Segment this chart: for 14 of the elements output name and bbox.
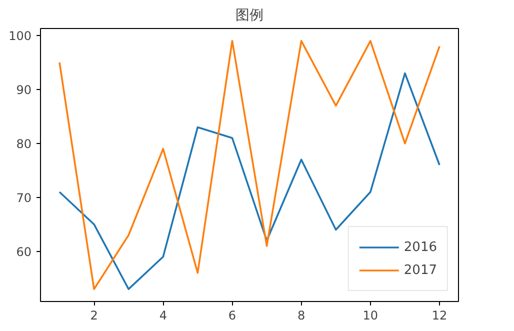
x-tick-label: 4 bbox=[159, 308, 167, 322]
y-tick-label: 80 bbox=[16, 136, 32, 151]
x-tick-label: 6 bbox=[228, 308, 236, 322]
legend-label: 2017 bbox=[404, 262, 437, 278]
x-tick-label: 8 bbox=[298, 308, 306, 322]
y-tick-label: 100 bbox=[8, 29, 32, 44]
y-tick-label: 60 bbox=[16, 244, 32, 259]
y-tick-label: 90 bbox=[16, 82, 32, 97]
x-tick-label: 10 bbox=[362, 308, 378, 322]
legend-label: 2016 bbox=[404, 240, 437, 254]
y-tick-label: 70 bbox=[16, 190, 32, 205]
x-tick-label: 2 bbox=[90, 308, 98, 322]
chart-title: 图例 bbox=[236, 8, 264, 24]
x-tick-label: 12 bbox=[432, 308, 448, 322]
